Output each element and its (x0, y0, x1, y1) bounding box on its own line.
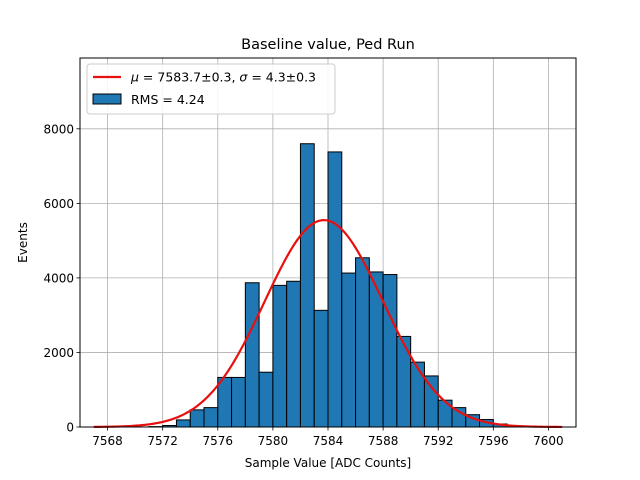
histogram-bar (175, 419, 191, 428)
legend-fit-label: μ = 7583.7±0.3, σ = 4.3±0.3 (130, 70, 316, 85)
histogram-bar (272, 284, 288, 428)
histogram-bar (327, 151, 343, 428)
histogram-bar (382, 274, 398, 428)
histogram-bar (355, 257, 370, 428)
x-axis-label: Sample Value [ADC Counts] (245, 456, 411, 470)
legend-sigma-symbol: σ (239, 70, 248, 85)
y-axis-ticks: 0 2000 4000 6000 8000 (43, 122, 80, 435)
histogram-bar (189, 409, 205, 428)
histogram-bar (396, 335, 412, 428)
histogram-bar (423, 375, 439, 428)
legend-mu-symbol: μ (130, 70, 139, 85)
chart-title: Baseline value, Ped Run (241, 37, 415, 53)
histogram-bar (231, 376, 246, 428)
x-tick-label: 7596 (478, 434, 509, 448)
y-axis-label: Events (16, 222, 30, 263)
histogram-bar (286, 280, 301, 428)
histogram-bar (244, 282, 260, 428)
y-tick-label: 8000 (43, 122, 74, 136)
x-tick-label: 7580 (258, 434, 289, 448)
x-tick-label: 7584 (313, 434, 344, 448)
x-tick-label: 7568 (92, 434, 123, 448)
y-tick-label: 4000 (43, 271, 74, 285)
histogram-bar (410, 361, 425, 428)
x-tick-label: 7588 (368, 434, 399, 448)
legend-hist-swatch (92, 93, 122, 105)
legend-sigma-value: = 4.3±0.3 (247, 70, 316, 85)
x-axis-ticks: 7568 7572 7576 7580 7584 7588 7592 7596 7600 (92, 427, 564, 448)
legend-mu-value: = 7583.7±0.3, (139, 70, 239, 85)
y-tick-label: 2000 (43, 346, 74, 360)
y-tick-label: 0 (66, 421, 74, 435)
y-tick-label: 6000 (43, 197, 74, 211)
legend-hist-label: RMS = 4.24 (131, 92, 205, 107)
histogram-bar (203, 407, 219, 428)
histogram-bar (299, 143, 315, 428)
x-tick-label: 7572 (147, 434, 178, 448)
gaussian-fit-curve (93, 219, 563, 429)
histogram-bar (258, 371, 274, 428)
x-tick-label: 7600 (533, 434, 564, 448)
legend: μ = 7583.7±0.3, σ = 4.3±0.3 RMS = 4.24 (86, 63, 336, 115)
x-tick-label: 7592 (423, 434, 454, 448)
histogram-bar (217, 376, 233, 428)
x-tick-label: 7576 (203, 434, 234, 448)
histogram-bar (341, 272, 357, 428)
histogram-bars (148, 143, 508, 428)
legend-box (86, 63, 336, 115)
histogram-bar (313, 309, 329, 428)
